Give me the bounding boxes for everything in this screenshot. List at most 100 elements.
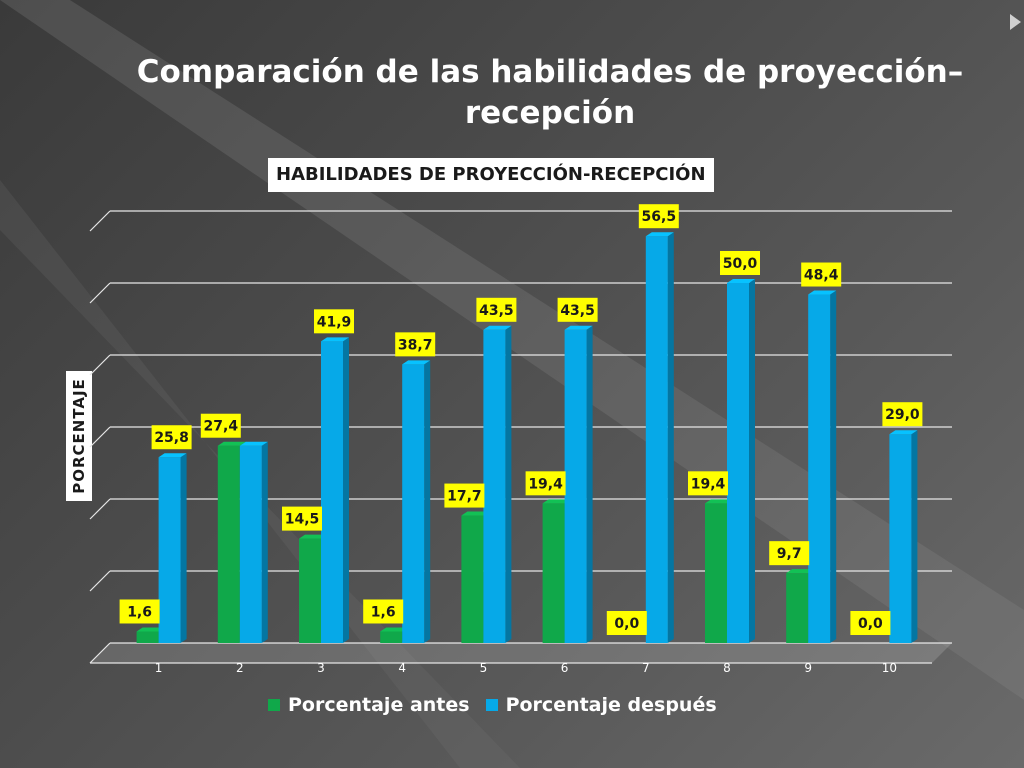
data-label: 19,4 (691, 476, 726, 492)
gridline-depth (89, 282, 111, 304)
data-label-box (476, 297, 517, 322)
bar-top (786, 569, 815, 574)
data-label: 9,7 (777, 546, 802, 562)
data-label: 25,8 (154, 430, 189, 446)
data-label-box (151, 425, 192, 450)
data-label-box (720, 251, 760, 275)
data-label-box (850, 611, 891, 635)
x-tick-label: 7 (642, 661, 650, 675)
x-tick-label: 4 (398, 661, 406, 675)
bar-antes (786, 573, 809, 643)
x-tick-label: 2 (236, 661, 244, 675)
bar-antes (705, 503, 727, 643)
x-tick-label: 5 (480, 661, 488, 675)
data-label: 17,7 (447, 489, 482, 505)
bar-side (749, 279, 755, 643)
bar-despues (483, 329, 506, 643)
bar-despues (645, 236, 668, 643)
data-label: 38,7 (398, 337, 433, 353)
data-label-box (314, 309, 354, 334)
bar-antes (136, 631, 159, 643)
legend-swatch-despues (485, 699, 498, 711)
bar-top (705, 499, 733, 504)
bar-despues (808, 294, 831, 643)
data-label-box (200, 413, 241, 438)
data-label: 14,5 (285, 512, 320, 528)
data-label-box (606, 611, 647, 635)
data-label: 43,5 (560, 303, 595, 319)
bar-top (402, 360, 431, 365)
data-label: 19,4 (528, 476, 563, 492)
chart-floor (90, 643, 952, 663)
bar-side (505, 325, 512, 643)
bar-top (727, 279, 755, 283)
x-tick-label: 6 (561, 661, 569, 675)
bar-despues (158, 457, 181, 643)
bar-top (239, 441, 268, 446)
bar-side (586, 325, 593, 643)
legend-item-antes: Porcentaje antes (268, 694, 470, 716)
bar-top (299, 534, 327, 539)
bar-top (217, 441, 246, 446)
bar-side (180, 453, 187, 643)
bar-side (911, 430, 918, 643)
bar-top (461, 511, 490, 516)
bar-top (889, 430, 918, 435)
bar-top (380, 627, 409, 632)
gridline-depth (89, 426, 111, 448)
data-label: 43,5 (479, 303, 514, 319)
data-label: 1,6 (371, 604, 396, 620)
bar-despues (402, 364, 425, 643)
data-label: 27,4 (204, 419, 239, 435)
x-tick-label: 1 (155, 661, 163, 675)
chart-title: HABILIDADES DE PROYECCIÓN-RECEPCIÓN (268, 158, 714, 192)
data-label: 48,4 (804, 268, 839, 284)
bar-top (136, 627, 165, 632)
bar-top (321, 337, 349, 342)
bar-side (343, 337, 349, 643)
data-label: 29,0 (885, 407, 920, 423)
data-label: 50,0 (723, 256, 758, 272)
data-label-box (119, 599, 160, 624)
data-label-box (638, 204, 679, 229)
bar-antes (217, 445, 240, 643)
legend-label-antes: Porcentaje antes (288, 694, 470, 716)
bar-top (808, 290, 837, 295)
bar-side (830, 290, 837, 643)
bar-antes (299, 538, 321, 643)
bar-antes (380, 631, 403, 643)
data-label-box (801, 262, 842, 287)
bar-side (667, 232, 674, 643)
data-label-box (395, 332, 436, 357)
data-label-box (882, 402, 923, 427)
slide-title: Comparación de las habilidades de proyec… (136, 54, 964, 131)
bar-despues (564, 329, 587, 643)
x-tick-label: 3 (317, 661, 325, 675)
legend-item-despues: Porcentaje después (485, 694, 717, 716)
data-label-box (557, 297, 598, 322)
legend-label-despues: Porcentaje después (505, 694, 717, 716)
bar-top (483, 325, 512, 330)
gridline-depth (89, 210, 111, 232)
gridline-depth (89, 570, 111, 592)
data-label-box (769, 541, 810, 566)
bar-antes (542, 503, 565, 643)
data-label: 41,9 (317, 314, 352, 330)
data-label: 1,6 (127, 604, 152, 620)
data-label: 56,5 (642, 209, 677, 225)
bar-side (424, 360, 431, 643)
bar-despues (321, 341, 343, 643)
gridline-depth (89, 498, 111, 520)
data-label-box (688, 471, 728, 496)
gridline-depth (89, 642, 111, 664)
bar-top (542, 499, 571, 504)
y-axis-label-box: PORCENTAJE (66, 371, 92, 501)
data-label-box (444, 483, 485, 508)
bar-despues (239, 445, 262, 643)
bar-despues (889, 434, 912, 643)
data-label-box (363, 599, 404, 624)
bar-top (158, 453, 187, 458)
bar-despues (727, 283, 749, 643)
x-tick-label: 10 (882, 661, 897, 675)
